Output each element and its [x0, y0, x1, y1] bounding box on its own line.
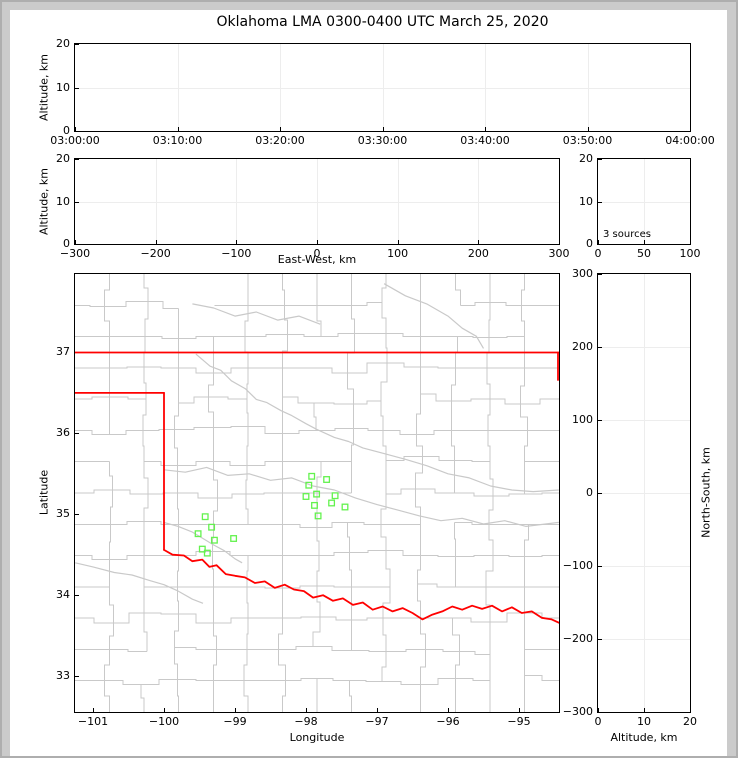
- tick-label: 0: [586, 486, 593, 499]
- tick-label: 0: [313, 247, 321, 260]
- figure-title: Oklahoma LMA 0300-0400 UTC March 25, 202…: [216, 14, 549, 30]
- altitude_eastwest-plot-area: [75, 159, 559, 244]
- tick-label: 03:20:00: [255, 134, 305, 147]
- panel-plan-view-map: [74, 273, 560, 713]
- source-marker: [328, 499, 336, 507]
- source-marker: [341, 503, 349, 511]
- tick-label: −96: [436, 715, 460, 728]
- tick-label: 0: [63, 124, 70, 137]
- source-marker: [302, 493, 310, 500]
- tick-label: 36: [56, 426, 70, 440]
- tick-label: 0: [594, 715, 602, 728]
- tick-label: 33: [56, 669, 70, 683]
- lightning-source-markers: [194, 472, 349, 557]
- source-marker: [313, 490, 321, 498]
- panel-altitude-time: [74, 43, 691, 132]
- tick-label: 10: [56, 80, 70, 94]
- tick-label: −101: [77, 715, 109, 728]
- tick-label: −100: [221, 247, 252, 260]
- source-marker: [210, 536, 218, 544]
- tick-label: 35: [56, 507, 70, 521]
- tick-label: 100: [387, 247, 409, 260]
- tick-label: 04:00:00: [665, 134, 715, 147]
- tick-label: 20: [683, 715, 697, 728]
- source-marker: [208, 523, 216, 531]
- tick-label: 300: [572, 267, 593, 280]
- tick-label: 03:40:00: [460, 134, 510, 147]
- tick-label: 34: [56, 588, 70, 602]
- source-marker: [305, 481, 313, 489]
- tick-label: 100: [679, 247, 701, 260]
- tick-label: 200: [467, 247, 489, 260]
- source_histogram-plot-area: [598, 159, 690, 244]
- panel-altitude-eastwest: [74, 158, 560, 245]
- tick-label: 50: [637, 247, 651, 260]
- tick-label: 20: [56, 37, 70, 50]
- source-marker: [331, 492, 339, 500]
- plan_view_map-plot-area: [75, 274, 559, 712]
- tick-label: −100: [562, 559, 593, 572]
- tick-label: 100: [572, 413, 593, 426]
- source-marker: [230, 535, 238, 542]
- tick-label: 20: [56, 152, 70, 165]
- source-count-annotation: 3 sources: [603, 229, 651, 240]
- tick-label: −300: [562, 705, 593, 718]
- tick-label: −99: [223, 715, 247, 728]
- source-marker: [198, 545, 206, 553]
- x-axis-label-longitude: Longitude: [289, 731, 345, 744]
- tick-label: 300: [548, 247, 570, 260]
- source-marker: [311, 501, 318, 509]
- tick-label: −200: [562, 632, 593, 645]
- tick-label: 37: [56, 345, 70, 359]
- tick-label: 20: [579, 152, 593, 165]
- tick-label: 10: [56, 194, 70, 208]
- panel-altitude-northsouth: [597, 273, 691, 713]
- source-marker: [314, 512, 322, 520]
- panel-source-histogram: [597, 158, 691, 245]
- altitude_northsouth-plot-area: [598, 274, 690, 712]
- source-marker: [203, 549, 211, 557]
- tick-label: 200: [572, 340, 593, 353]
- tick-label: −97: [365, 715, 389, 728]
- source-marker: [323, 476, 331, 483]
- tick-label: 10: [637, 715, 651, 728]
- tick-label: −95: [507, 715, 531, 728]
- tick-label: −98: [294, 715, 318, 728]
- source-marker: [308, 472, 316, 480]
- source-marker: [201, 513, 209, 521]
- tick-label: −100: [148, 715, 180, 728]
- x-axis-label-eastwest: East-West, km: [277, 253, 357, 266]
- tick-label: 0: [586, 237, 593, 250]
- x-axis-label-altitude-ns: Altitude, km: [610, 731, 678, 744]
- tick-label: −200: [140, 247, 171, 260]
- y-axis-label-latitude: Latitude: [37, 469, 51, 516]
- tick-label: 03:30:00: [357, 134, 408, 147]
- tick-label: 03:00:00: [50, 134, 100, 147]
- tick-label: 10: [579, 194, 593, 208]
- y-axis-label-northsouth: North-South, km: [699, 447, 713, 538]
- source-marker: [194, 530, 202, 538]
- tick-label: 0: [594, 247, 602, 260]
- tick-label: 03:10:00: [152, 134, 203, 147]
- tick-label: 03:50:00: [562, 134, 613, 147]
- tick-label: −300: [59, 247, 91, 260]
- tick-label: 0: [63, 237, 70, 250]
- altitude_time-plot-area: [75, 44, 690, 131]
